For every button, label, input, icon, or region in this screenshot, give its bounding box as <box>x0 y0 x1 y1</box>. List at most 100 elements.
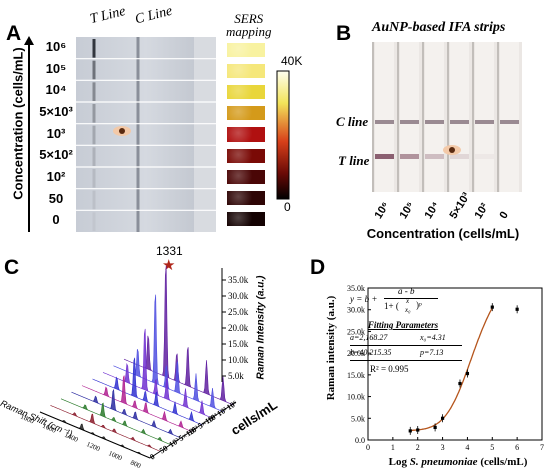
y-tick-label: 30.0k <box>347 306 365 315</box>
spectrum-series <box>50 405 161 452</box>
data-point <box>515 307 519 311</box>
equation-block: y = b + a - b 1+ ( x x₀ )ᵖ Fitting Param… <box>350 286 470 374</box>
depth-tick-label: 50 <box>158 444 170 456</box>
t-line-band <box>450 154 469 159</box>
sers-mapping-label: SERS mapping <box>226 12 272 38</box>
x-tick-label: 1 <box>391 443 395 452</box>
t-line-band <box>425 154 444 159</box>
x-tick-label: 0 <box>366 443 370 452</box>
panel-b-strips <box>372 42 519 192</box>
ifa-strip <box>475 42 494 192</box>
data-point <box>465 371 470 376</box>
ifa-strip <box>450 42 469 192</box>
x-axis-line <box>39 411 151 459</box>
equation-fraction-bar <box>384 298 438 299</box>
fitting-title: Fitting Parameters <box>367 320 439 330</box>
c-line-band <box>500 120 519 124</box>
c-line-band <box>400 120 419 124</box>
z-tick-label: 35.0k <box>228 275 249 285</box>
ifa-strip <box>400 42 419 192</box>
y-tick-label: 20.0k <box>347 349 365 358</box>
concentration-label: 50 <box>48 190 64 206</box>
c-line-band <box>450 120 469 124</box>
strip-concentration-label: 5×10³ <box>446 190 473 222</box>
panel-b-strip-photo <box>372 42 522 192</box>
x-tick-label: 6 <box>515 443 519 452</box>
y-tick-label: 0.0 <box>355 436 365 445</box>
plot-frame <box>367 287 543 441</box>
spectrum-series <box>92 357 203 426</box>
y-tick-label: 35.0k <box>347 284 365 293</box>
sers-map-cell <box>227 85 265 100</box>
concentration-label: 10⁶ <box>45 38 67 54</box>
eye-pupil <box>449 147 455 153</box>
param-a: a=2,168.27 <box>350 333 388 342</box>
strip-concentration-label: 10⁵ <box>396 199 417 222</box>
panel-b-t-line-label: T line <box>338 153 370 168</box>
sers-mapping-column <box>227 40 265 230</box>
z-tick-label: 30.0k <box>228 291 249 301</box>
t-line-band <box>375 154 394 159</box>
data-point <box>433 425 437 430</box>
t-line-band <box>400 154 419 159</box>
c-line-band <box>425 120 444 124</box>
panel-a-letter: A <box>6 22 22 45</box>
equation-lhs: y = b + <box>350 294 378 304</box>
params-row-2: b=40,215.35 p=7.13 <box>350 348 470 359</box>
sers-map-cell <box>227 43 265 58</box>
panel-b-x-axis-label: Concentration (cells/mL) <box>366 226 520 241</box>
strip-background <box>76 37 216 232</box>
param-b: b=40,215.35 <box>350 348 392 357</box>
concentration-label: 10⁴ <box>45 82 67 98</box>
ifa-strip <box>425 42 444 192</box>
strip-concentration-label: 10² <box>471 201 491 222</box>
data-point <box>416 428 420 432</box>
equation-power: )ᵖ <box>416 300 422 310</box>
spectrum-series <box>81 375 193 432</box>
peak-label: 1331 <box>156 244 183 258</box>
spectrum-series <box>113 294 224 413</box>
sers-map-cell <box>227 64 265 79</box>
panel-b-background <box>372 42 522 192</box>
fit-curve <box>410 307 493 432</box>
panel-d-chart: 0 1 2 3 4 5 6 7 0.0 5.0k 10.0k 15.0k 20.0k 25.0k 30.0k… <box>347 284 544 452</box>
concentration-label: 10² <box>46 168 66 184</box>
sers-map-cell <box>227 148 265 163</box>
concentration-label: 0 <box>52 212 60 228</box>
spectrum-series <box>102 328 214 419</box>
concentration-label: 10³ <box>46 125 66 141</box>
y-tick-label: 5.0k <box>351 414 365 423</box>
panel-d-letter: D <box>310 256 326 279</box>
panel-a-y-arrow <box>28 42 30 232</box>
colorbar-min-label: 0 <box>284 200 291 214</box>
panel-c-letter: C <box>4 256 20 279</box>
spectrum-series <box>123 265 235 406</box>
sers-map-cell <box>227 169 265 184</box>
x-label-species: S. pneumoniae <box>409 456 478 468</box>
sers-label-line2: mapping <box>226 24 272 39</box>
depth-tick-label: 0 <box>148 452 156 462</box>
c-line-band <box>475 120 494 124</box>
panel-a-y-axis-label: Concentration (cells/mL) <box>10 47 26 200</box>
sers-map-cell <box>227 106 265 121</box>
spectrum-series <box>71 388 182 439</box>
spectrum-series <box>60 398 172 446</box>
data-points <box>408 303 519 435</box>
params-divider-2 <box>350 360 462 361</box>
x-tick-label: 4 <box>465 443 469 452</box>
eye-pupil <box>119 128 125 134</box>
param-x0: x₀=4.31 <box>420 333 446 342</box>
strip-concentration-label: 0 <box>496 209 511 222</box>
sers-label-line1: SERS <box>234 11 264 26</box>
data-point <box>440 416 445 420</box>
star-icon: ★ <box>162 258 176 274</box>
equation-denominator: 1+ ( <box>384 301 399 311</box>
panel-d-y-label: Raman intensity (a.u.) <box>325 295 337 401</box>
data-point <box>490 305 494 309</box>
panel-b-letter: B <box>336 22 352 45</box>
z-tick-label: 10.0k <box>228 355 249 365</box>
concentration-label: 5×10² <box>39 147 73 163</box>
x-tick-label: 5 <box>490 443 494 452</box>
colorbar <box>276 70 290 200</box>
x-tick-label: 1000 <box>107 449 124 462</box>
